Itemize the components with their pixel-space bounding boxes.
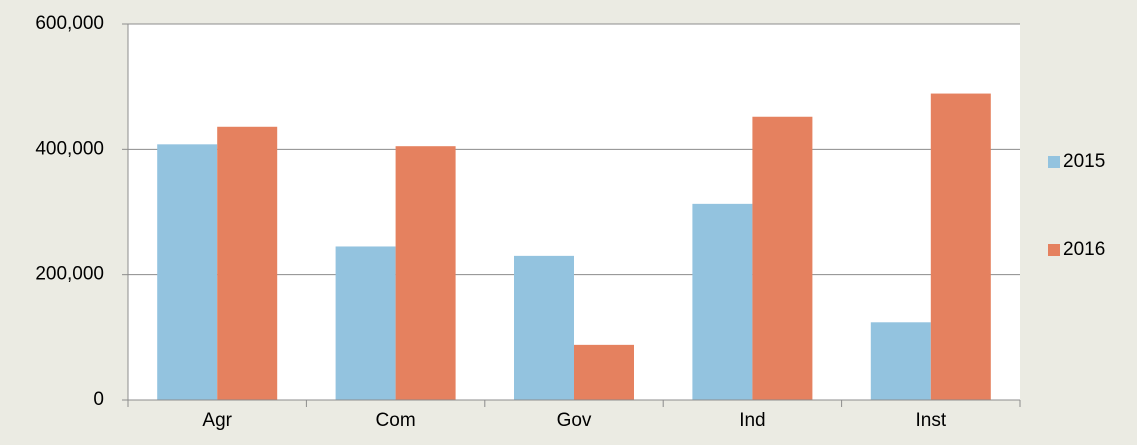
bar [514, 255, 574, 400]
legend-label: 2016 [1063, 239, 1105, 260]
bar [395, 146, 456, 400]
bar [574, 344, 634, 400]
legend-label: 2015 [1063, 151, 1105, 172]
bar [692, 203, 753, 400]
x-tick-label: Inst [915, 410, 946, 431]
bar [217, 126, 278, 401]
y-tick-label: 600,000 [35, 13, 104, 34]
x-tick-label: Gov [557, 410, 592, 431]
legend-swatch [1048, 244, 1060, 256]
y-tick-label: 200,000 [35, 264, 104, 285]
legend-swatch [1048, 156, 1060, 168]
y-tick-label: 400,000 [35, 138, 104, 159]
bar [752, 116, 813, 400]
bar [335, 246, 396, 400]
bar [930, 93, 991, 400]
x-tick-label: Agr [202, 410, 232, 431]
x-tick-label: Com [376, 410, 416, 431]
y-tick-label: 0 [93, 389, 104, 410]
x-tick-label: Ind [739, 410, 765, 431]
bar [157, 144, 218, 400]
bar [870, 322, 931, 400]
